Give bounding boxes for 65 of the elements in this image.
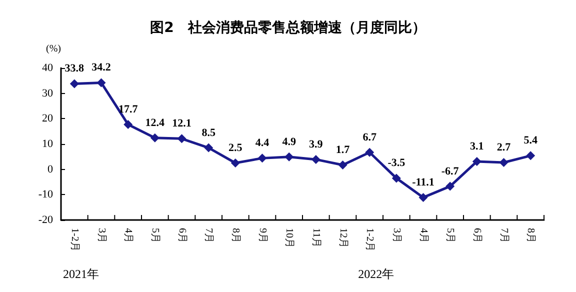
y-tick-label: 20 bbox=[42, 112, 54, 125]
y-axis-title: (%) bbox=[46, 44, 61, 54]
x-tick-label: 7月 bbox=[203, 228, 214, 243]
point bbox=[230, 158, 240, 168]
point bbox=[311, 154, 320, 164]
x-tick-label: 1-2月 bbox=[68, 228, 80, 252]
data-label: 4.9 bbox=[282, 136, 296, 148]
text: 2022年 bbox=[358, 267, 394, 281]
point bbox=[124, 120, 133, 129]
x-tick-label: 9月 bbox=[256, 228, 268, 243]
data-label: 12.4 bbox=[145, 116, 166, 129]
x-tick-label: 3月 bbox=[96, 228, 107, 243]
y-tick-label: 10 bbox=[42, 138, 54, 150]
x-tick-label: 5月 bbox=[149, 228, 160, 243]
point bbox=[499, 158, 508, 167]
point bbox=[96, 78, 106, 88]
data-label: 4.4 bbox=[255, 137, 270, 150]
data-label: 17.7 bbox=[118, 103, 138, 116]
data-label: 12.1 bbox=[172, 118, 192, 130]
x-tick-label: 1-2月 bbox=[364, 228, 376, 252]
data-label: 2.5 bbox=[228, 142, 243, 154]
x-tick-label: 11月 bbox=[310, 228, 322, 248]
point bbox=[338, 160, 348, 170]
data-label: 34.2 bbox=[92, 62, 112, 74]
x-tick-label: 4月 bbox=[122, 228, 134, 243]
data-label: -6.7 bbox=[441, 165, 460, 178]
data-label: 8.5 bbox=[202, 126, 216, 139]
point bbox=[365, 148, 374, 157]
point bbox=[446, 182, 455, 191]
data-label: 3.1 bbox=[470, 140, 484, 152]
x-tick-label: 12月 bbox=[337, 228, 348, 248]
point bbox=[392, 174, 401, 183]
point bbox=[70, 79, 79, 88]
point bbox=[258, 154, 267, 163]
x-tick-label: 8月 bbox=[525, 228, 536, 243]
x-tick-label: 6月 bbox=[471, 228, 482, 243]
data-label: -11.1 bbox=[412, 176, 434, 188]
x-tick-label: 6月 bbox=[176, 228, 188, 243]
data-label: -3.5 bbox=[388, 157, 406, 170]
y-tick-label: -10 bbox=[38, 188, 54, 201]
x-tick-label: 5月 bbox=[444, 228, 456, 243]
y-tick-label: 0 bbox=[48, 163, 54, 176]
chart-title: 图2 社会消费品零售总额增速（月度同比） bbox=[150, 19, 426, 36]
point bbox=[526, 151, 536, 160]
x-tick-label: 3月 bbox=[390, 228, 402, 243]
data-label: 5.4 bbox=[524, 134, 538, 147]
data-label: 1.7 bbox=[336, 144, 350, 156]
point bbox=[204, 143, 214, 152]
y-tick-label: -20 bbox=[38, 214, 54, 226]
data-label: 6.7 bbox=[362, 131, 377, 144]
point bbox=[472, 156, 482, 166]
data-label: 33.8 bbox=[64, 62, 85, 75]
x-tick-label: 7月 bbox=[498, 228, 510, 243]
data-label: 2.7 bbox=[496, 141, 512, 154]
point bbox=[150, 133, 160, 142]
point bbox=[177, 134, 186, 144]
x-tick-label: 8月 bbox=[230, 228, 241, 243]
data-label: 3.9 bbox=[309, 138, 324, 150]
x-tick-label: 4月 bbox=[418, 228, 429, 243]
point bbox=[284, 152, 294, 162]
y-tick-label: 30 bbox=[42, 87, 54, 100]
y-tick-label: 40 bbox=[42, 62, 54, 74]
point bbox=[418, 192, 428, 202]
text: 2021年 bbox=[63, 267, 99, 281]
x-tick-label: 10月 bbox=[284, 228, 295, 248]
